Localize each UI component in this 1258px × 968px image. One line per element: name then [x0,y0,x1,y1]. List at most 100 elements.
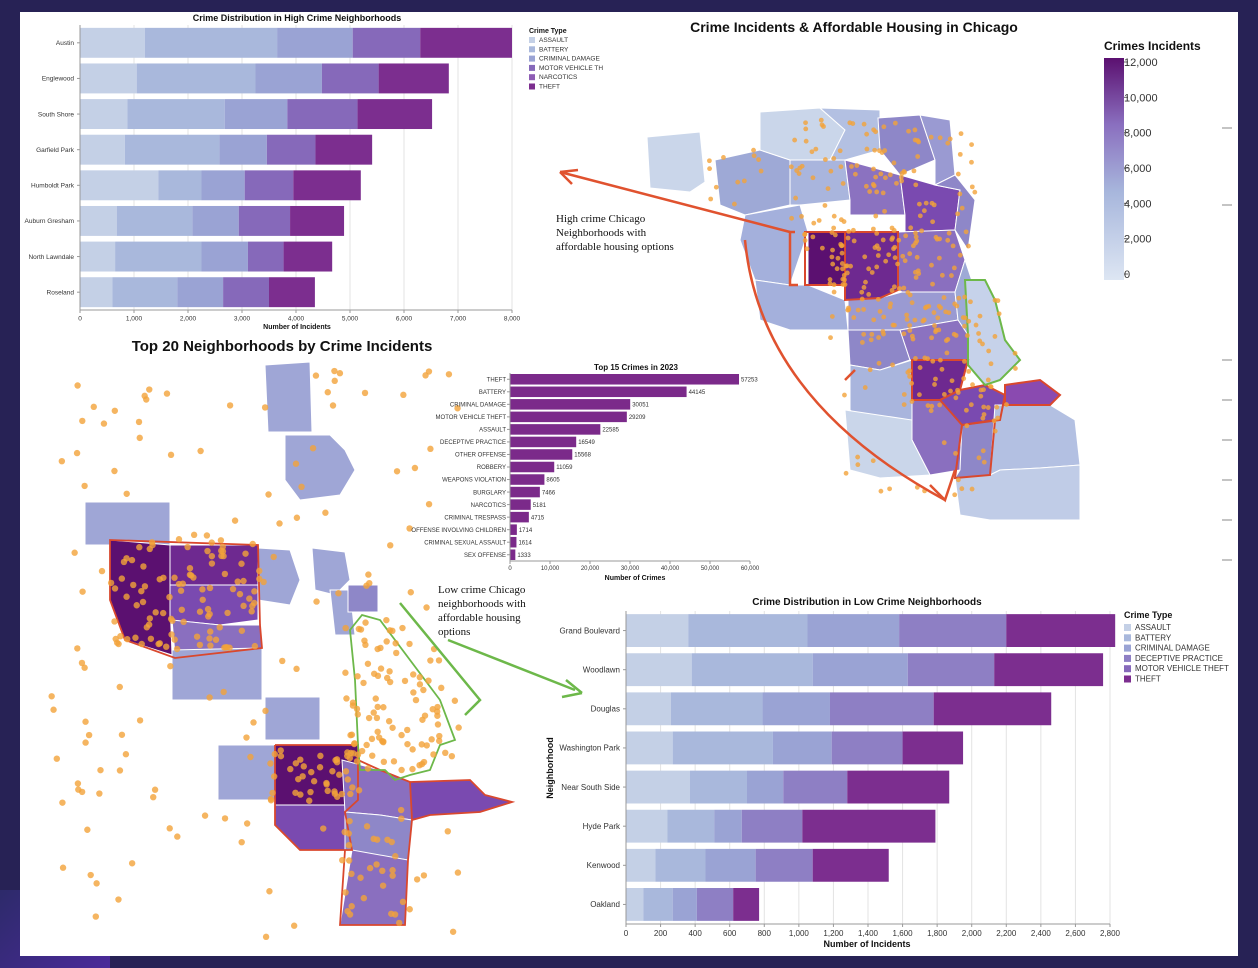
top-20-neighborhoods-map: Top 20 Neighborhoods by Crime Incidents [48,338,583,941]
housing-dot [981,412,987,417]
category-label: Douglas [591,705,620,714]
housing-dot [962,358,967,364]
bar-segment [315,134,373,165]
housing-dot [116,767,124,774]
housing-dot [945,140,951,146]
housing-dot [292,460,300,467]
housing-dot [930,281,935,287]
housing-dot [957,191,963,197]
housing-dot [262,707,269,715]
bar-segment [933,692,1052,726]
housing-dot [269,789,276,797]
housing-dot [207,628,214,635]
housing-dot [889,288,895,293]
bar-segment [747,770,784,804]
housing-dot [929,200,935,206]
category-label: ASSAULT [479,428,506,434]
bar-segment [116,205,193,236]
housing-dot [292,760,300,767]
bar-segment [219,134,267,165]
housing-dot [804,246,810,252]
housing-dot [962,294,968,300]
housing-dot [840,282,846,287]
housing-dot [399,624,406,632]
housing-dot [308,768,315,776]
housing-dot [333,759,341,766]
legend-label: THEFT [1135,675,1161,684]
category-label: SEX OFFENSE [464,553,506,559]
bar [510,549,516,560]
housing-dot [968,402,974,408]
housing-dot [870,226,876,232]
bar-segment [691,653,813,687]
bar-segment [733,888,760,921]
bar-value-label: 8605 [546,478,560,484]
housing-dot [935,315,941,321]
housing-dot [423,742,430,749]
housing-dot [985,405,991,410]
housing-dot [937,357,943,363]
housing-dot [261,404,269,411]
bar-value-label: 7466 [542,490,556,496]
bar-segment [807,614,900,647]
housing-dot [955,387,960,393]
bar-segment [127,99,225,130]
housing-dot [861,331,867,337]
housing-dot [199,586,206,593]
housing-dot [831,213,837,219]
x-tick-label: 5,000 [342,316,359,323]
housing-dot [279,657,286,665]
housing-dot [842,392,847,398]
chart-legend: ASSAULT BATTERY CRIMINAL DAMAGE MOTOR VEHIC… [529,37,603,91]
bar-segment [115,241,202,272]
housing-dot [863,183,869,189]
housing-dot [932,382,937,387]
housing-dot [428,736,435,743]
bar [510,424,601,435]
housing-dot [203,532,211,539]
housing-dot [338,790,346,798]
housing-dot [985,377,991,383]
top-15-crimes-bar-chart: Top 15 Crimes in 2023 57253 44145 30051 292… [411,363,759,582]
housing-dot [250,719,257,726]
housing-dot [240,602,247,610]
housing-dot [234,578,241,585]
housing-dot [873,213,879,219]
housing-dot [409,765,416,773]
housing-dot [406,525,413,532]
housing-dot [980,415,986,421]
bar-segment [696,888,734,921]
bar-segment [80,134,125,165]
housing-dot [79,417,86,425]
housing-dot [270,553,277,561]
housing-dot [151,786,159,793]
bar-value-label: 44145 [689,390,706,396]
x-tick-label: 30,000 [621,566,640,572]
legend-label: ASSAULT [539,37,568,44]
housing-dot [59,864,67,871]
housing-dot [344,752,351,760]
housing-dot [944,350,950,356]
housing-dot [155,640,162,648]
housing-dot [875,296,881,302]
category-label: Woodlawn [583,665,620,674]
housing-dot [146,386,153,393]
housing-dot [116,683,123,691]
housing-dot [347,790,354,798]
bar-segment [994,653,1104,687]
bar-segment [352,27,421,58]
bar-segment [626,731,673,765]
housing-dot [1004,402,1009,407]
housing-dot [869,270,875,275]
map-color-scale [1104,58,1124,280]
housing-dot [364,765,372,772]
housing-dot [886,252,892,258]
housing-dot [898,174,904,180]
housing-dot [934,236,940,242]
bar [510,436,577,448]
housing-dot [74,780,82,787]
housing-dot [169,617,176,624]
housing-dot [890,362,895,368]
bar-segment [287,99,358,130]
housing-dot [372,695,379,702]
